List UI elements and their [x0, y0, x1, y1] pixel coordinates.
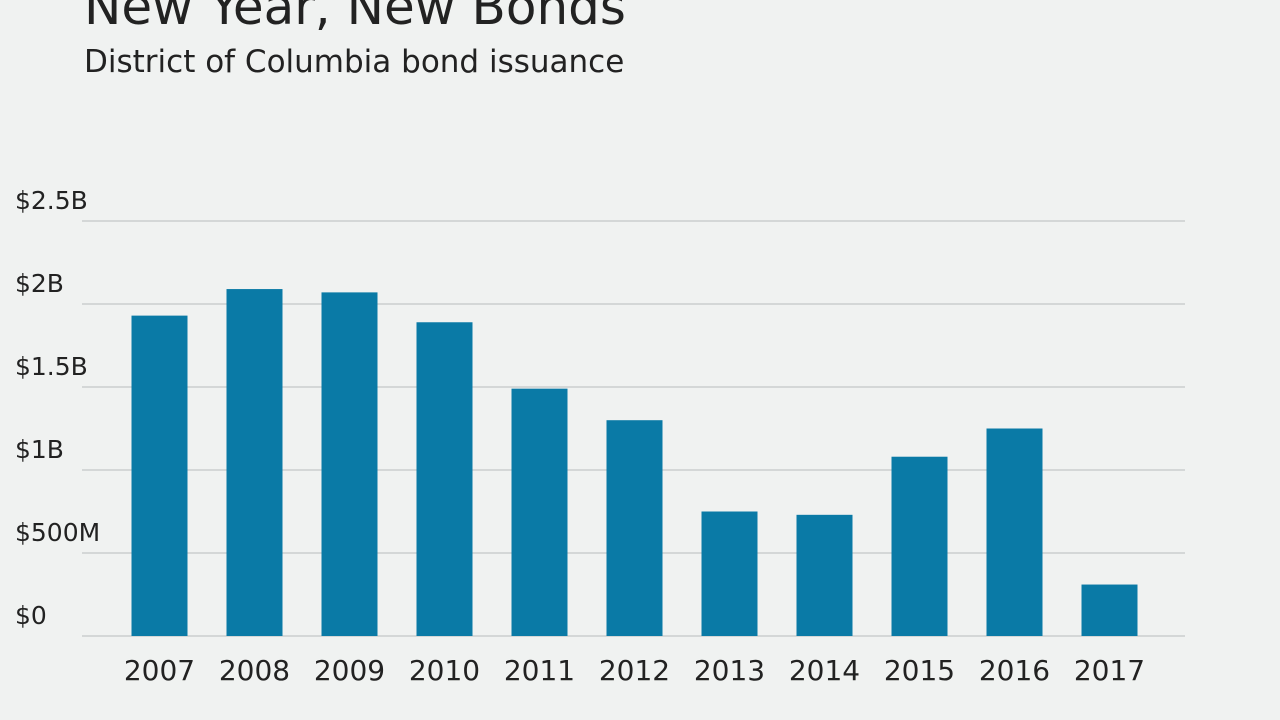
bar: [226, 289, 283, 636]
y-tick-label: $500M: [15, 518, 100, 547]
bar: [891, 456, 948, 636]
x-tick-label: 2017: [1074, 654, 1145, 687]
y-tick-label: $1.5B: [15, 352, 88, 381]
bar: [511, 388, 568, 636]
bar: [986, 428, 1043, 636]
bar: [701, 511, 758, 636]
chart-title: New Year, New Bonds: [84, 0, 626, 36]
bar: [416, 322, 473, 636]
x-tick-label: 2016: [979, 654, 1050, 687]
y-tick-label: $2B: [15, 269, 64, 298]
x-tick-label: 2009: [314, 654, 385, 687]
y-tick-label: $0: [15, 601, 47, 630]
x-tick-label: 2011: [504, 654, 575, 687]
x-tick-label: 2014: [789, 654, 860, 687]
bar: [796, 514, 853, 636]
x-tick-label: 2012: [599, 654, 670, 687]
bar: [606, 420, 663, 636]
x-tick-label: 2008: [219, 654, 290, 687]
x-tick-label: 2015: [884, 654, 955, 687]
chart-subtitle: District of Columbia bond issuance: [84, 44, 624, 80]
x-tick-label: 2010: [409, 654, 480, 687]
y-tick-label: $1B: [15, 435, 64, 464]
bar: [1081, 584, 1138, 636]
x-tick-label: 2007: [124, 654, 195, 687]
y-tick-label: $2.5B: [15, 186, 88, 215]
x-tick-label: 2013: [694, 654, 765, 687]
bar: [131, 315, 188, 636]
bar: [321, 292, 378, 636]
